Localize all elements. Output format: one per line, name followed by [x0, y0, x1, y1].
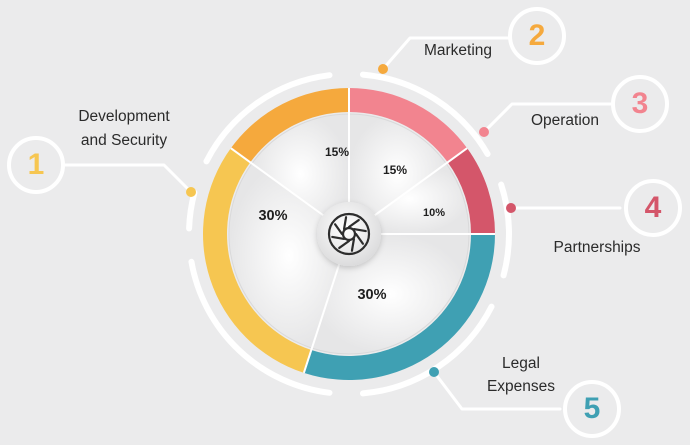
- pie-slice-2: [251, 113, 350, 235]
- leader-line-1: [63, 163, 193, 194]
- category-label-2-line-1: Marketing: [424, 42, 492, 59]
- value-label-3: 15%: [383, 163, 407, 177]
- category-label-3-line-1: Operation: [531, 112, 599, 129]
- value-label-5: 30%: [357, 287, 386, 303]
- leader-line-3: [482, 102, 614, 134]
- category-label-1-line-2: and Security: [81, 132, 167, 149]
- ring-segment-4: [447, 148, 495, 234]
- value-label-1: 30%: [258, 208, 287, 224]
- category-label-4-line-1: Partnerships: [553, 239, 640, 256]
- ring-segment-2: [230, 88, 349, 163]
- outer-ring-arc-1: [203, 72, 333, 165]
- leader-line-2: [381, 36, 512, 71]
- category-label-1-line-1: Development: [78, 108, 170, 125]
- outer-ring-arc-4: [359, 303, 495, 397]
- outer-ring-arc-5: [188, 258, 333, 396]
- value-label-4: 10%: [423, 207, 445, 219]
- leader-line-5: [432, 370, 562, 411]
- outer-ring-arc-2: [359, 71, 491, 157]
- marker-dot-1: [186, 187, 196, 197]
- number-badge-5: [563, 380, 621, 438]
- ring-segment-1: [203, 148, 312, 373]
- center-hub: [317, 202, 381, 266]
- pie-slice-4: [347, 162, 470, 235]
- pie-slice-1: [228, 162, 350, 349]
- marker-dot-5: [429, 367, 439, 377]
- number-label-1: 1: [28, 148, 45, 181]
- ring-segment-5: [303, 234, 495, 380]
- number-badge-1: [7, 136, 65, 194]
- pie-slice-3: [348, 113, 447, 235]
- outer-ring-arc-6: [186, 189, 198, 232]
- value-label-2: 15%: [325, 145, 349, 159]
- number-badge-2: [508, 7, 566, 65]
- category-label-5-line-2: Expenses: [487, 378, 555, 395]
- marker-dot-2: [378, 64, 388, 74]
- number-label-4: 4: [645, 191, 662, 224]
- category-label-5-line-1: Legal: [502, 355, 540, 372]
- ring-segment-3: [349, 88, 468, 163]
- marker-dot-4: [506, 203, 516, 213]
- aperture-icon: [327, 212, 371, 256]
- number-badge-4: [624, 179, 682, 237]
- marker-dot-3: [479, 127, 489, 137]
- number-label-3: 3: [632, 87, 649, 120]
- number-label-5: 5: [584, 392, 601, 425]
- number-badge-3: [611, 75, 669, 133]
- number-label-2: 2: [529, 19, 546, 52]
- outer-ring-arc-3: [498, 181, 512, 279]
